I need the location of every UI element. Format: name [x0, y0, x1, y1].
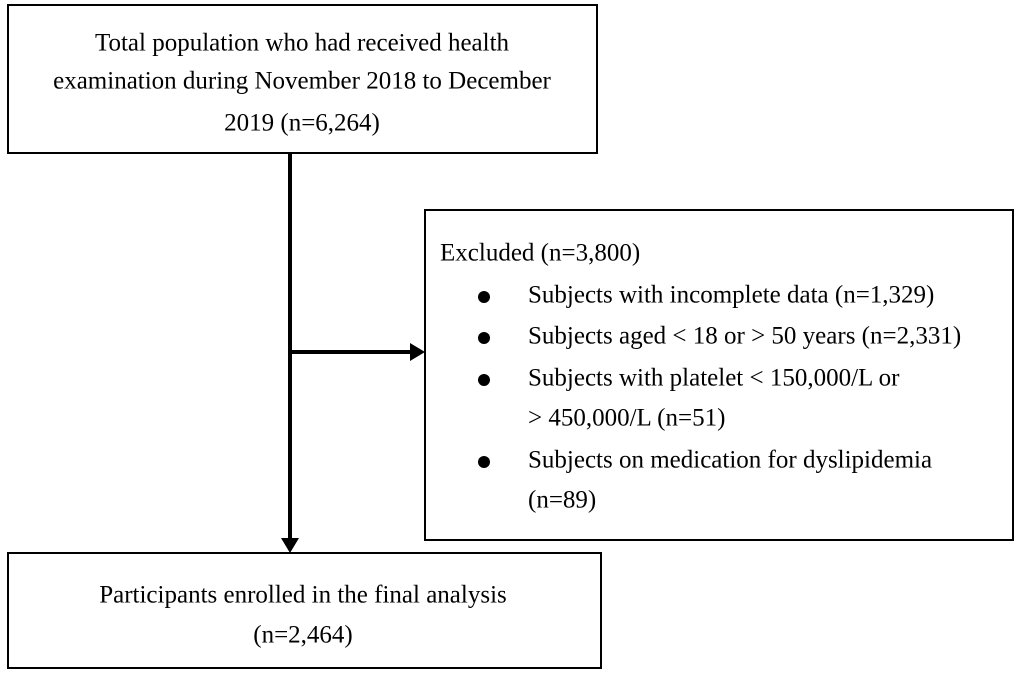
- bottom-line: (n=2,464): [253, 622, 353, 649]
- bullet: [478, 291, 490, 303]
- exclusion-item: (n=89): [528, 487, 596, 514]
- top-box: [7, 4, 598, 154]
- exclusion-title: Excluded (n=3,800): [440, 240, 640, 267]
- top-line: 2019 (n=6,264): [224, 110, 380, 137]
- arrowhead-down: [281, 538, 299, 553]
- bullet: [478, 374, 490, 386]
- bottom-box: [7, 552, 602, 669]
- top-line: examination during November 2018 to Dece…: [53, 68, 551, 95]
- bottom-line: Participants enrolled in the final analy…: [99, 582, 507, 609]
- exclusion-box: [424, 209, 1014, 541]
- top-line: Total population who had received health: [95, 30, 510, 57]
- exclusion-item: Subjects with incomplete data (n=1,329): [528, 282, 934, 309]
- exclusion-item: Subjects aged < 18 or > 50 years (n=2,33…: [528, 323, 961, 350]
- arrowhead-right: [410, 343, 425, 361]
- exclusion-item: Subjects with platelet < 150,000/L or: [528, 365, 900, 392]
- exclusion-item: Subjects on medication for dyslipidemia: [528, 447, 932, 474]
- exclusion-item: > 450,000/L (n=51): [528, 405, 725, 432]
- bullet: [478, 456, 490, 468]
- bullet: [478, 332, 490, 344]
